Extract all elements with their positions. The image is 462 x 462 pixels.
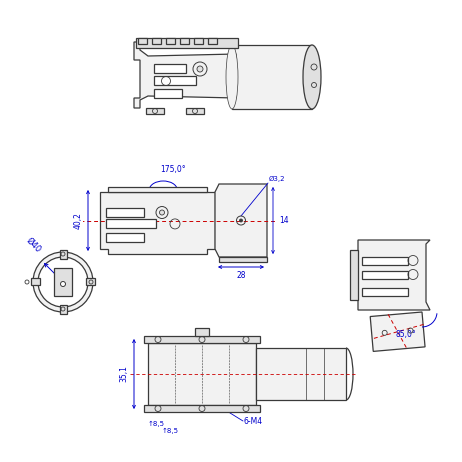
- Text: ↑8,5: ↑8,5: [162, 428, 178, 434]
- Text: 6-M4: 6-M4: [244, 417, 263, 426]
- Text: ↑8,5: ↑8,5: [147, 421, 164, 427]
- Polygon shape: [370, 312, 425, 352]
- Text: 14: 14: [279, 216, 289, 225]
- Bar: [256, 348, 346, 400]
- Bar: [194, 38, 203, 44]
- Bar: [136, 38, 238, 48]
- Circle shape: [239, 219, 243, 222]
- Ellipse shape: [226, 45, 238, 109]
- Bar: [362, 270, 408, 279]
- Bar: [362, 256, 408, 265]
- Bar: [60, 305, 67, 314]
- Bar: [144, 336, 260, 343]
- Bar: [195, 328, 209, 336]
- Bar: [154, 64, 186, 73]
- Polygon shape: [108, 187, 207, 192]
- Text: 175,0°: 175,0°: [160, 165, 186, 174]
- Bar: [208, 38, 217, 44]
- Bar: [154, 76, 196, 85]
- Polygon shape: [134, 42, 236, 108]
- Circle shape: [33, 252, 93, 312]
- Bar: [148, 343, 256, 405]
- Polygon shape: [215, 184, 267, 257]
- Bar: [154, 89, 182, 97]
- Bar: [180, 38, 189, 44]
- Bar: [152, 38, 161, 44]
- Bar: [186, 108, 204, 114]
- Ellipse shape: [303, 45, 321, 109]
- Bar: [31, 278, 40, 285]
- Bar: [146, 108, 164, 114]
- Polygon shape: [100, 192, 215, 254]
- Circle shape: [159, 210, 164, 215]
- Bar: [86, 278, 95, 285]
- Text: 40,2: 40,2: [73, 212, 83, 229]
- Bar: [106, 219, 156, 228]
- Polygon shape: [350, 250, 358, 300]
- Text: 35,1: 35,1: [120, 365, 128, 383]
- Bar: [138, 38, 147, 44]
- Bar: [362, 288, 408, 296]
- Text: 85,0°: 85,0°: [395, 330, 416, 339]
- Bar: [60, 250, 67, 259]
- Circle shape: [61, 281, 66, 286]
- Circle shape: [197, 66, 203, 72]
- Bar: [54, 268, 72, 296]
- Bar: [166, 38, 175, 44]
- Text: 28: 28: [236, 270, 246, 280]
- Text: Ø3,2: Ø3,2: [269, 176, 286, 182]
- Bar: [219, 257, 267, 262]
- Bar: [106, 207, 144, 217]
- Circle shape: [38, 257, 88, 307]
- Bar: [144, 405, 260, 412]
- Polygon shape: [232, 45, 312, 109]
- Text: Ø40: Ø40: [24, 237, 43, 255]
- Polygon shape: [358, 240, 430, 310]
- Bar: [106, 232, 144, 242]
